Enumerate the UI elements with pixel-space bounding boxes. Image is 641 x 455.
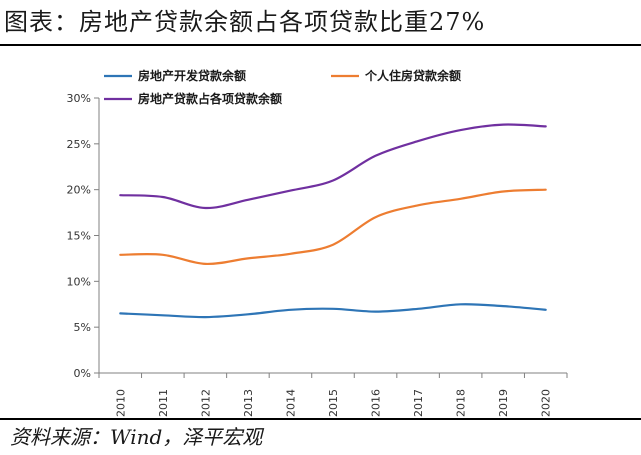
- x-tick-label: 2015: [327, 389, 340, 417]
- y-tick-label: 30%: [67, 92, 91, 105]
- x-tick-label: 2016: [370, 389, 383, 417]
- title-rule: [0, 44, 641, 46]
- y-tick-label: 15%: [67, 230, 91, 243]
- x-tick-label: 2014: [284, 389, 297, 417]
- series-group: [119, 123, 547, 319]
- legend-label: 个人住房贷款余额: [364, 68, 461, 83]
- x-tick-label: 2010: [114, 389, 127, 417]
- source-note: 资料来源：Wind，泽平宏观: [10, 425, 263, 449]
- figure-title: 图表：房地产贷款余额占各项贷款比重27%: [4, 8, 486, 36]
- legend-label: 房地产贷款占各项贷款余额: [138, 91, 282, 106]
- y-tick-label: 20%: [67, 184, 91, 197]
- y-tick-label: 10%: [67, 275, 91, 288]
- y-tick-label: 0%: [74, 367, 91, 380]
- x-tick-label: 2019: [497, 389, 510, 417]
- series-line-share-of-loans: [119, 123, 547, 210]
- x-tick-label: 2012: [199, 389, 212, 417]
- y-tick-label: 25%: [67, 138, 91, 151]
- axes: 0% 5% 10% 15% 20% 25% 30% 2010 2011 2012 2013 2014 2…: [67, 92, 568, 417]
- series-line-mortgage-loans: [119, 188, 547, 266]
- y-tick-label: 5%: [74, 321, 91, 334]
- x-tick-label: 2017: [412, 389, 425, 417]
- x-tick-label: 2013: [242, 389, 255, 417]
- x-tick-label: 2020: [540, 389, 553, 417]
- x-tick-label: 2018: [455, 389, 468, 417]
- x-tick-label: 2011: [157, 389, 170, 417]
- legend-label: 房地产开发贷款余额: [138, 68, 246, 83]
- series-line-dev-loans: [119, 303, 547, 319]
- source-rule: [0, 418, 641, 420]
